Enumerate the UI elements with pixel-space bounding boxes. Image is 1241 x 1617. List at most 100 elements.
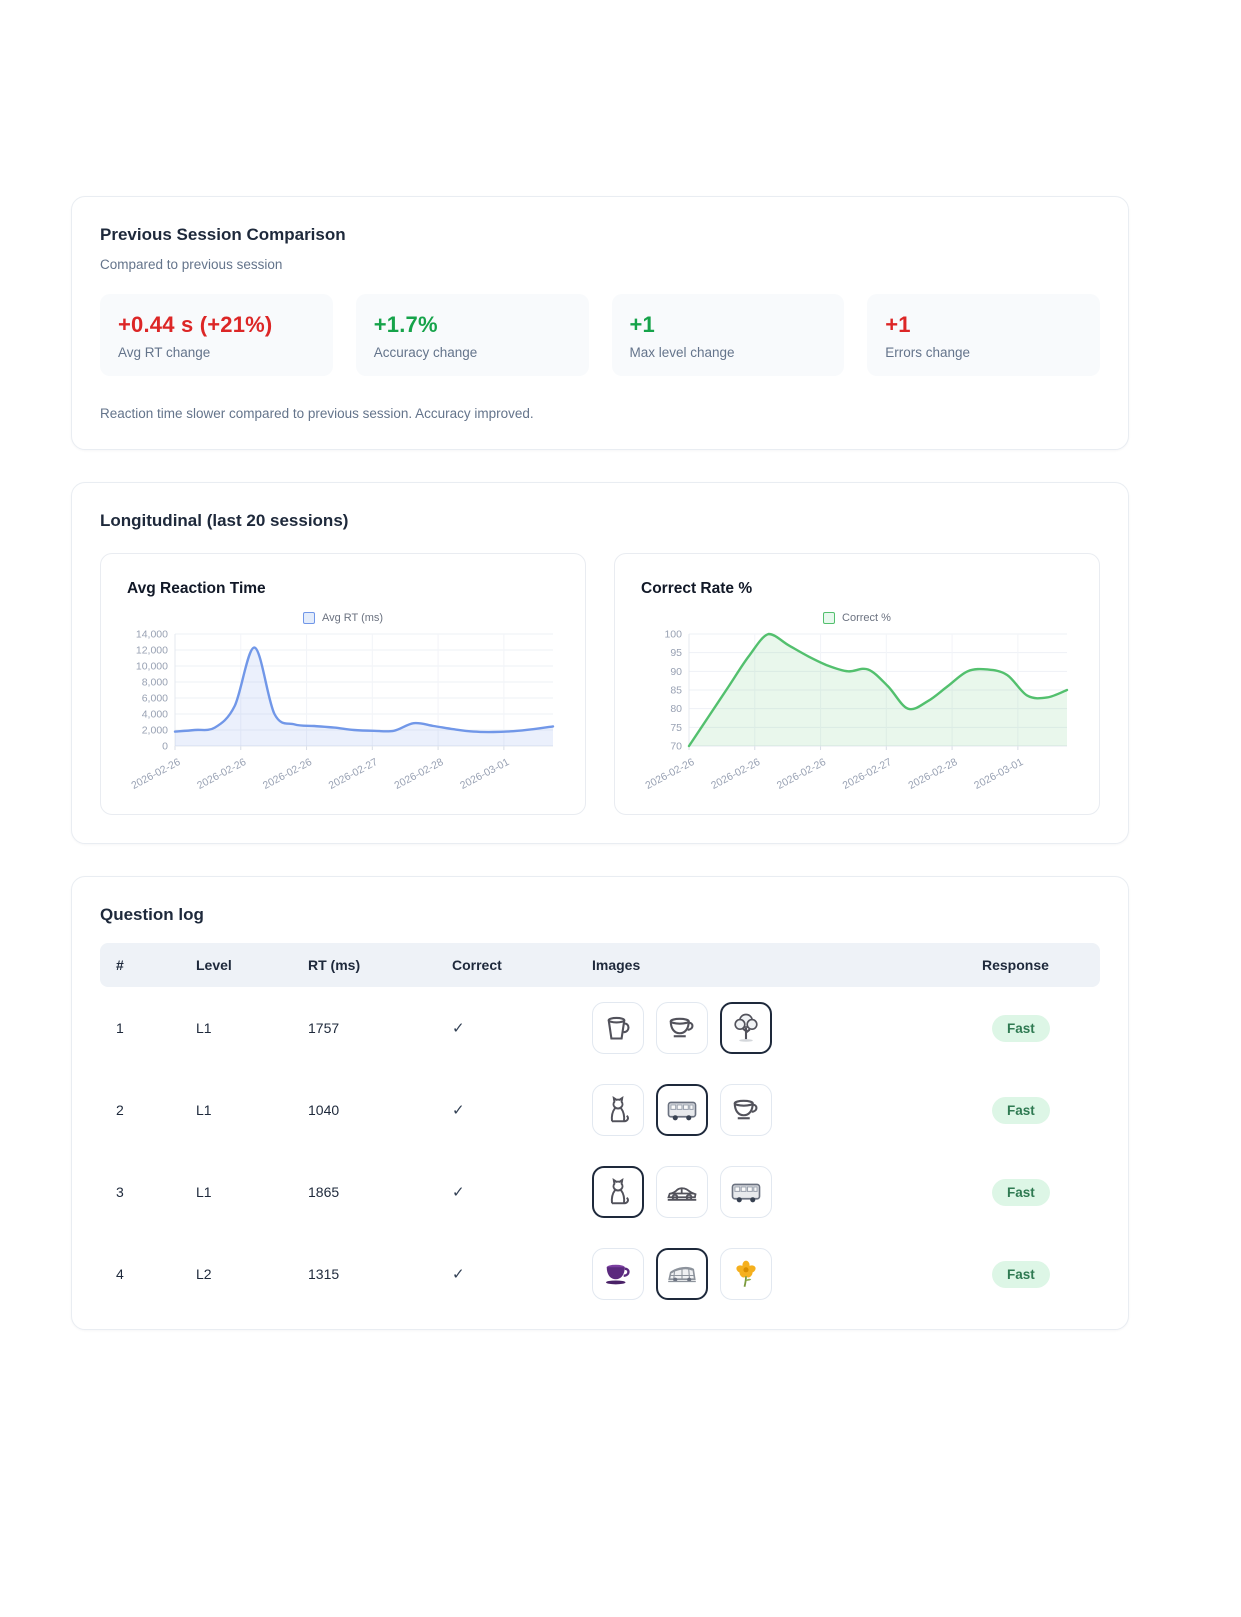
correct-rate-legend-swatch	[823, 612, 836, 624]
table-row: 1 L1 1757 ✓ Fast	[100, 987, 1100, 1069]
svg-text:8,000: 8,000	[142, 677, 168, 689]
comparison-title: Previous Session Comparison	[100, 225, 346, 244]
image-bus-selected	[656, 1084, 708, 1136]
image-options	[592, 1166, 982, 1218]
question-log-header: # Level RT (ms) Correct Images Response	[100, 943, 1100, 987]
svg-text:100: 100	[664, 629, 682, 641]
question-log-title: Question log	[100, 905, 204, 924]
stat-avg-rt-value: +0.44 s (+21%)	[118, 312, 273, 337]
comparison-note: Reaction time slower compared to previou…	[100, 406, 534, 421]
avg-reaction-time-chart: Avg Reaction Time Avg RT (ms) 0 2,000 4,00…	[100, 553, 586, 815]
stat-errors-value: +1	[885, 312, 911, 337]
svg-text:2026-03-01: 2026-03-01	[458, 756, 511, 792]
avg-rt-legend: Avg RT (ms)	[127, 612, 559, 624]
question-number: 2	[116, 1102, 124, 1118]
svg-text:2026-02-26: 2026-02-26	[195, 756, 248, 792]
previous-session-comparison-card: Previous Session Comparison Compared to …	[71, 196, 1129, 450]
response-badge: Fast	[992, 1096, 1050, 1124]
image-cat-selected	[592, 1166, 644, 1218]
question-rt: 1865	[308, 1184, 340, 1200]
svg-text:2026-02-27: 2026-02-27	[327, 756, 380, 792]
svg-text:2,000: 2,000	[142, 725, 168, 737]
svg-text:10,000: 10,000	[136, 661, 168, 673]
svg-text:2026-03-01: 2026-03-01	[972, 756, 1025, 792]
svg-text:2026-02-26: 2026-02-26	[709, 756, 762, 792]
response-cell: Fast	[982, 1096, 1100, 1124]
stat-avg-rt-label: Avg RT change	[118, 345, 211, 360]
correct-check-icon: ✓	[452, 1102, 465, 1119]
question-number: 3	[116, 1184, 124, 1200]
image-bus	[720, 1166, 772, 1218]
table-row: 2 L1 1040 ✓ Fast	[100, 1069, 1100, 1151]
svg-text:2026-02-26: 2026-02-26	[261, 756, 314, 792]
svg-text:2026-02-26: 2026-02-26	[129, 756, 182, 792]
svg-text:80: 80	[670, 703, 682, 715]
table-row: 3 L1 1865 ✓ Fast	[100, 1151, 1100, 1233]
col-correct: Correct	[452, 957, 502, 973]
question-rt: 1315	[308, 1266, 340, 1282]
svg-text:6,000: 6,000	[142, 693, 168, 705]
image-teacup	[720, 1084, 772, 1136]
image-tree-selected	[720, 1002, 772, 1054]
response-cell: Fast	[982, 1014, 1100, 1042]
question-log-rows: 1 L1 1757 ✓ Fast 2 L1 1040 ✓ Fast 3 L1 1865 ✓ Fast 4 L2 1…	[100, 987, 1100, 1315]
correct-rate-chart-plot[interactable]: 70 75 80 85 90 95 100 2026-02-26 2026-02-26 2026-…	[641, 626, 1073, 794]
image-cat	[592, 1084, 644, 1136]
stat-accuracy-label: Accuracy change	[373, 345, 478, 360]
question-number: 1	[116, 1020, 124, 1036]
svg-text:14,000: 14,000	[136, 629, 168, 641]
response-badge: Fast	[992, 1014, 1050, 1042]
stat-accuracy-change: +1.7% Accuracy change	[355, 294, 589, 376]
col-images: Images	[592, 957, 641, 973]
question-number: 4	[116, 1266, 124, 1282]
response-cell: Fast	[982, 1178, 1100, 1206]
correct-rate-chart-title: Correct Rate %	[641, 580, 753, 597]
image-coach-selected	[656, 1248, 708, 1300]
svg-text:70: 70	[670, 741, 682, 753]
svg-text:90: 90	[670, 666, 682, 678]
response-badge: Fast	[992, 1178, 1050, 1206]
question-rt: 1757	[308, 1020, 340, 1036]
image-options	[592, 1248, 982, 1300]
stat-max-level-change: +1 Max level change	[611, 294, 845, 376]
table-row: 4 L2 1315 ✓ Fast	[100, 1233, 1100, 1315]
correct-check-icon: ✓	[452, 1020, 465, 1037]
image-options	[592, 1084, 982, 1136]
correct-rate-chart: Correct Rate % Correct % 70 75 80 85 90 95 100…	[614, 553, 1100, 815]
comparison-stats: +0.44 s (+21%) Avg RT change +1.7% Accur…	[100, 294, 1100, 376]
question-level: L1	[196, 1184, 212, 1200]
stat-accuracy-value: +1.7%	[373, 312, 438, 337]
svg-text:75: 75	[670, 722, 682, 734]
avg-rt-chart-title: Avg Reaction Time	[127, 580, 266, 597]
correct-rate-legend: Correct %	[641, 612, 1073, 624]
svg-text:95: 95	[670, 647, 682, 659]
svg-text:12,000: 12,000	[136, 645, 168, 657]
stat-avg-rt-change: +0.44 s (+21%) Avg RT change	[100, 294, 333, 376]
question-rt: 1040	[308, 1102, 340, 1118]
results-page: Previous Session Comparison Compared to …	[71, 196, 1129, 1330]
col-rt: RT (ms)	[308, 957, 361, 973]
image-options	[592, 1002, 982, 1054]
question-log-card: Question log # Level RT (ms) Correct Ima…	[71, 876, 1129, 1330]
image-flower	[720, 1248, 772, 1300]
question-level: L1	[196, 1102, 212, 1118]
correct-rate-legend-label: Correct %	[842, 612, 891, 624]
svg-text:4,000: 4,000	[142, 709, 168, 721]
avg-rt-legend-label: Avg RT (ms)	[321, 612, 384, 624]
charts-row: Avg Reaction Time Avg RT (ms) 0 2,000 4,00…	[100, 553, 1100, 815]
image-mug	[592, 1002, 644, 1054]
longitudinal-title: Longitudinal (last 20 sessions)	[100, 511, 349, 530]
correct-check-icon: ✓	[452, 1266, 465, 1283]
avg-rt-chart-plot[interactable]: 0 2,000 4,000 6,000 8,000 10,000 12,000 14,000 2…	[127, 626, 559, 794]
question-level: L2	[196, 1266, 212, 1282]
stat-errors-label: Errors change	[885, 345, 971, 360]
question-level: L1	[196, 1020, 212, 1036]
svg-text:85: 85	[670, 685, 682, 697]
svg-text:0: 0	[162, 741, 168, 753]
response-badge: Fast	[992, 1260, 1050, 1288]
stat-max-level-value: +1	[629, 312, 655, 337]
col-response: Response	[982, 957, 1049, 973]
image-purple-cup	[592, 1248, 644, 1300]
image-teacup	[656, 1002, 708, 1054]
svg-text:2026-02-28: 2026-02-28	[906, 756, 959, 792]
